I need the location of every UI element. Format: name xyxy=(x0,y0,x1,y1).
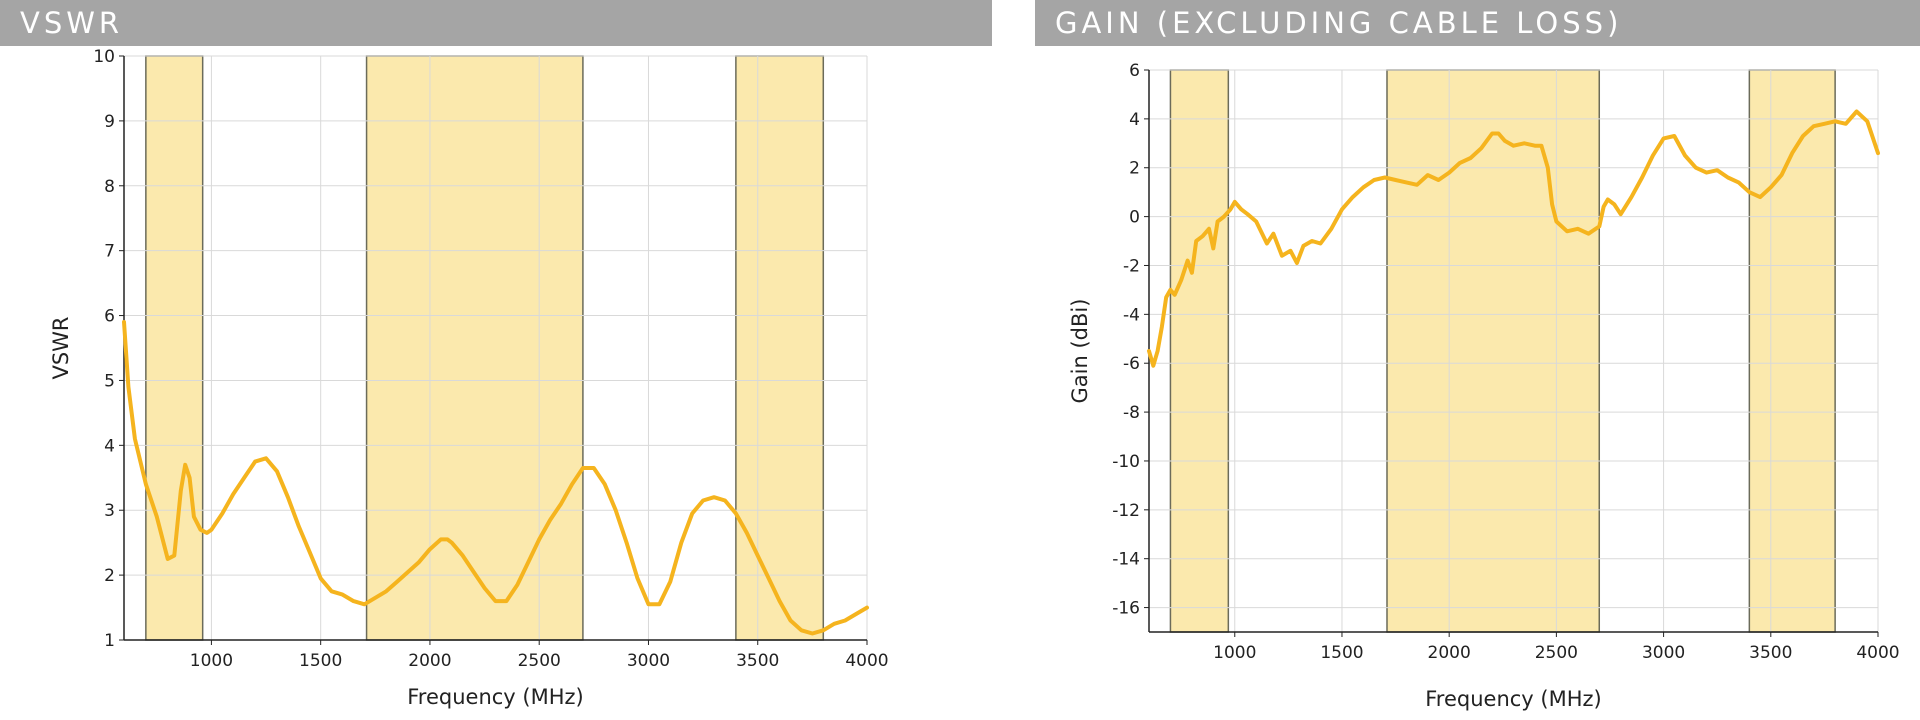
x-tick-label-0: 1000 xyxy=(1213,643,1256,663)
y-tick-label-9: 10 xyxy=(93,47,115,67)
x-tick-label-6: 4000 xyxy=(1856,643,1899,663)
y-tick-label-6: -6 xyxy=(1123,354,1140,374)
gain-chart-title: GAIN (EXCLUDING CABLE LOSS) xyxy=(1035,0,1920,46)
y-axis-label: VSWR xyxy=(49,316,73,379)
x-tick-label-2: 2000 xyxy=(408,651,451,671)
y-tick-label-1: 4 xyxy=(1129,110,1140,130)
x-tick-label-0: 1000 xyxy=(190,651,233,671)
shaded-band-1 xyxy=(1386,69,1601,633)
y-tick-label-11: -16 xyxy=(1112,599,1140,619)
x-tick-label-2: 2000 xyxy=(1428,643,1471,663)
x-tick-label-6: 4000 xyxy=(845,651,888,671)
y-tick-label-6: 7 xyxy=(104,242,115,262)
y-tick-label-7: -8 xyxy=(1123,403,1140,423)
y-tick-label-8: 9 xyxy=(104,112,115,132)
x-tick-label-4: 3000 xyxy=(627,651,670,671)
y-tick-label-2: 3 xyxy=(104,501,115,521)
y-tick-label-3: 0 xyxy=(1129,208,1140,228)
x-tick-label-4: 3000 xyxy=(1642,643,1685,663)
y-tick-label-2: 2 xyxy=(1129,159,1140,179)
x-tick-label-3: 2500 xyxy=(518,651,561,671)
x-tick-label-5: 3500 xyxy=(1749,643,1792,663)
x-tick-label-1: 1500 xyxy=(1320,643,1363,663)
shaded-band-0 xyxy=(1169,69,1230,633)
x-tick-label-3: 2500 xyxy=(1535,643,1578,663)
vswr-chart-title: VSWR xyxy=(0,0,992,46)
y-tick-label-0: 6 xyxy=(1129,61,1140,81)
y-axis-label: Gain (dBi) xyxy=(1068,299,1092,404)
y-tick-label-9: -12 xyxy=(1112,501,1140,521)
x-axis-label: Frequency (MHz) xyxy=(407,685,583,709)
y-tick-label-1: 2 xyxy=(104,566,115,586)
x-tick-label-1: 1500 xyxy=(299,651,342,671)
series-line-0 xyxy=(1147,109,1880,368)
x-tick-label-5: 3500 xyxy=(736,651,779,671)
y-tick-label-0: 1 xyxy=(104,631,115,651)
vswr-chart: 1000 1500 2000 2500 3000 3500 4000 1 2 3 4 5 6 7 8 9 10 F… xyxy=(49,47,889,709)
series-line-0 xyxy=(122,320,869,636)
shaded-band-1 xyxy=(365,55,584,641)
y-tick-label-3: 4 xyxy=(104,436,115,456)
y-tick-label-4: 5 xyxy=(104,371,115,391)
y-tick-label-8: -10 xyxy=(1112,452,1140,472)
x-axis-label: Frequency (MHz) xyxy=(1425,687,1601,711)
y-tick-label-4: -2 xyxy=(1123,256,1140,276)
gain-chart: 1000 1500 2000 2500 3000 3500 4000 6 4 2 0 -2 -4 -6 -8… xyxy=(1068,61,1900,711)
y-tick-label-10: -14 xyxy=(1112,550,1140,570)
y-tick-label-5: -4 xyxy=(1123,305,1140,325)
y-tick-label-7: 8 xyxy=(104,177,115,197)
shaded-band-2 xyxy=(735,55,825,641)
shaded-band-2 xyxy=(1748,69,1836,633)
y-tick-label-5: 6 xyxy=(104,307,115,327)
